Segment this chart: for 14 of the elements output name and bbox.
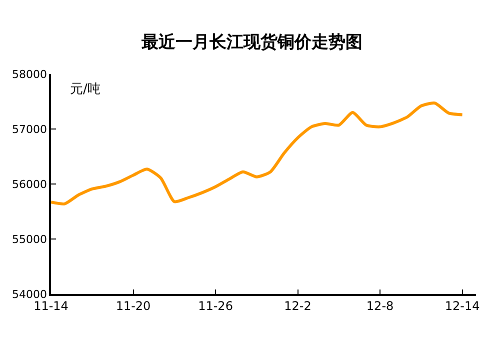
y-tick-label: 55000 — [12, 232, 48, 246]
x-tick-label: 12-2 — [284, 299, 312, 314]
line-series — [51, 102, 464, 206]
x-tick-label: 11-26 — [198, 299, 233, 314]
x-tick-label: 12-14 — [444, 299, 480, 314]
y-tick-label: 54000 — [12, 288, 48, 301]
y-tick-label: 56000 — [12, 178, 48, 191]
y-tick-label: 57000 — [12, 122, 48, 136]
x-tick-label: 11-14 — [34, 299, 68, 314]
y-axis-title: 元/吨 — [70, 82, 100, 97]
x-tick-label: 11-20 — [116, 299, 151, 314]
y-tick-label: 58000 — [12, 68, 48, 81]
x-tick-label: 12-8 — [366, 299, 394, 314]
chart-title: 最近一月长江现货铜价走势图 — [140, 32, 362, 53]
